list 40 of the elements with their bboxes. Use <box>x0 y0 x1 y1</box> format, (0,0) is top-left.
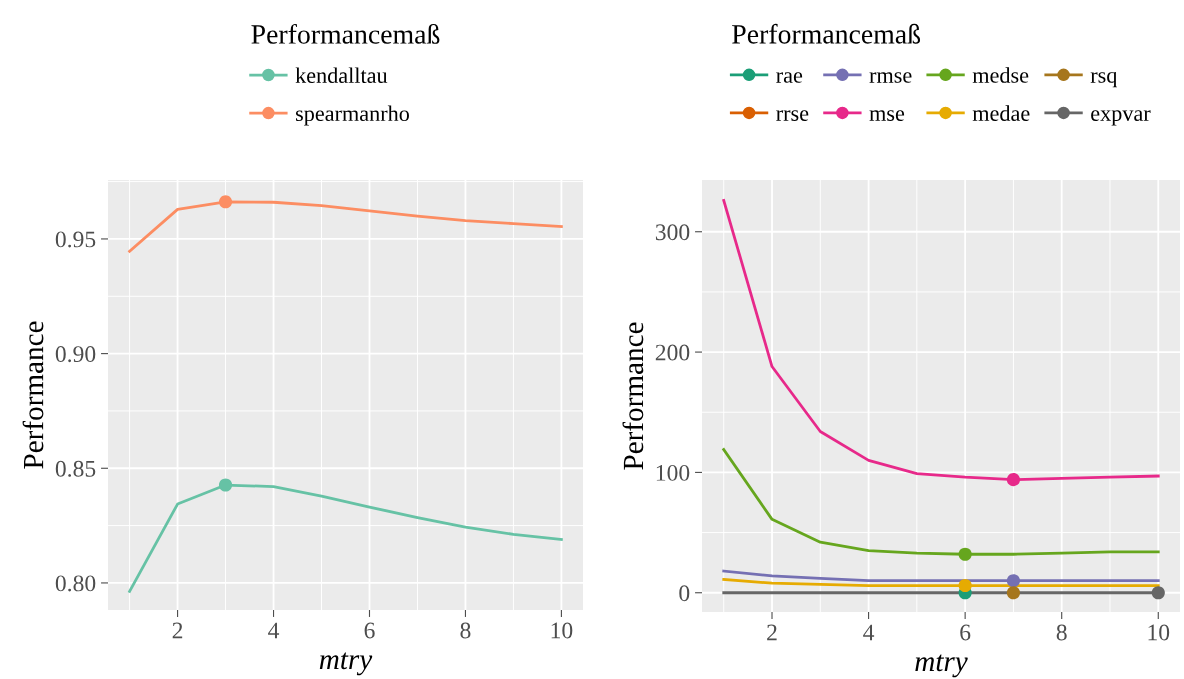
x-tick-label: 8 <box>1056 624 1067 641</box>
x-tick-label: 10 <box>551 622 573 639</box>
point <box>1006 473 1021 487</box>
legend-label: medse <box>972 67 1029 83</box>
legend-title: Performancemaß <box>732 23 921 44</box>
y-axis-title: Performance <box>22 321 44 469</box>
legend-label: spearmanrho <box>295 105 409 126</box>
y-axis-title: Performance <box>622 322 644 470</box>
legend-title: Performancemaß <box>251 23 440 44</box>
point <box>1151 586 1165 600</box>
legend-label: rrse <box>776 110 809 121</box>
x-tick-label: 2 <box>172 622 183 639</box>
x-tick-label: 4 <box>268 622 280 639</box>
legend-label: kendalltau <box>295 67 388 84</box>
y-tick-label: 0.90 <box>55 346 96 363</box>
point <box>1006 574 1021 588</box>
x-tick-label: 2 <box>767 624 777 641</box>
x-tick-label: 4 <box>863 624 875 641</box>
y-tick-label: 100 <box>656 464 690 481</box>
legend-label: rae <box>776 72 803 83</box>
legend-label: medae <box>972 105 1030 121</box>
x-axis-title: mtry <box>915 654 968 678</box>
legend-label: rsq <box>1090 71 1117 88</box>
legend-label: mse <box>869 110 905 121</box>
legend-label: expvar <box>1091 110 1151 126</box>
x-axis-title: mtry <box>319 652 373 676</box>
y-tick-label: 0.95 <box>55 231 96 248</box>
x-tick-label: 10 <box>1148 624 1170 641</box>
y-tick-label: 200 <box>655 344 690 361</box>
y-tick-label: 0 <box>679 585 690 602</box>
y-tick-label: 300 <box>655 224 690 241</box>
point <box>958 578 972 593</box>
x-tick-label: 6 <box>960 624 971 641</box>
y-tick-label: 0.85 <box>55 460 96 477</box>
y-tick-label: 0.80 <box>55 575 96 592</box>
x-tick-label: 8 <box>460 622 471 639</box>
point <box>1006 586 1021 600</box>
point <box>958 547 972 561</box>
legend-label: rmse <box>869 72 912 83</box>
x-tick-label: 6 <box>364 622 375 639</box>
